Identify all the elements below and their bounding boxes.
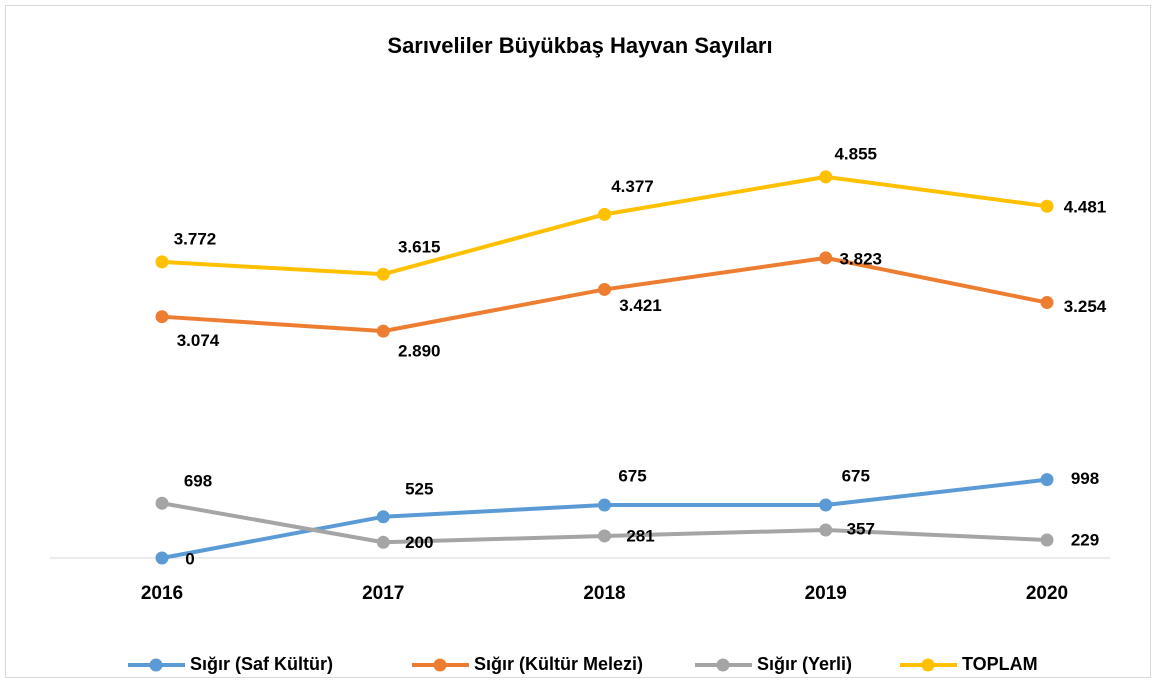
data-label: 281 xyxy=(626,526,654,545)
data-point xyxy=(376,267,390,281)
data-point xyxy=(376,535,390,549)
x-tick-label: 2020 xyxy=(1026,583,1068,604)
data-point xyxy=(155,310,169,324)
data-point xyxy=(155,496,169,510)
data-label: 2.890 xyxy=(398,342,441,361)
x-tick-label: 2016 xyxy=(141,583,183,604)
data-point xyxy=(1040,199,1054,213)
data-label: 698 xyxy=(184,472,212,491)
data-label: 3.772 xyxy=(174,229,217,248)
legend-marker xyxy=(921,658,935,672)
data-point xyxy=(598,282,611,296)
legend-marker xyxy=(149,658,163,672)
legend-label: Sığır (Yerli) xyxy=(757,654,852,674)
data-label: 4.481 xyxy=(1064,198,1107,217)
data-point xyxy=(598,529,611,543)
chart-title: Sarıveliler Büyükbaş Hayvan Sayıları xyxy=(387,33,772,58)
legend-marker xyxy=(433,658,447,672)
data-label: 200 xyxy=(405,533,433,552)
legend-label: TOPLAM xyxy=(962,654,1038,674)
data-point xyxy=(598,498,611,512)
data-point xyxy=(819,251,833,265)
data-point xyxy=(376,510,390,524)
data-label: 3.615 xyxy=(398,238,441,257)
data-label: 3.074 xyxy=(177,331,220,350)
data-label: 4.377 xyxy=(611,177,654,196)
legend-label: Sığır (Kültür Melezi) xyxy=(474,654,643,674)
data-point xyxy=(376,324,390,338)
data-point xyxy=(819,523,833,537)
data-point xyxy=(1040,296,1054,310)
data-label: 3.421 xyxy=(619,296,662,315)
data-point xyxy=(155,255,169,269)
data-label: 4.855 xyxy=(834,144,877,163)
data-label: 3.823 xyxy=(839,249,882,268)
x-tick-label: 2018 xyxy=(583,583,625,604)
data-label: 525 xyxy=(405,479,433,498)
data-label: 3.254 xyxy=(1064,297,1107,316)
data-label: 998 xyxy=(1071,469,1099,488)
data-label: 675 xyxy=(842,466,870,485)
legend-marker xyxy=(716,658,730,672)
data-point xyxy=(598,207,611,221)
data-label: 229 xyxy=(1071,531,1099,550)
legend-label: Sığır (Saf Kültür) xyxy=(190,654,333,674)
data-point xyxy=(819,498,833,512)
data-point xyxy=(819,170,833,184)
data-point xyxy=(155,551,169,565)
data-point xyxy=(1040,533,1054,547)
data-label: 675 xyxy=(618,466,646,485)
x-tick-label: 2019 xyxy=(805,583,847,604)
data-label: 0 xyxy=(185,549,194,568)
chart-border xyxy=(5,5,1151,678)
x-tick-label: 2017 xyxy=(362,583,404,604)
data-label: 357 xyxy=(847,519,875,538)
data-point xyxy=(1040,473,1054,487)
